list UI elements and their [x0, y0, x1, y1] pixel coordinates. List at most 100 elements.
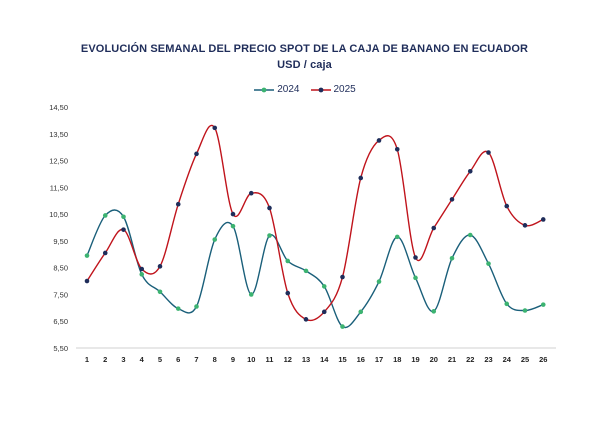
data-point-2025 — [376, 138, 382, 143]
y-tick-label: 7,50 — [53, 290, 68, 299]
chart-axes: 5,50 6,50 7,50 8,50 9,50 10,50 11,50 12,50 13,50… — [49, 103, 556, 364]
data-point-2024 — [230, 223, 236, 229]
data-point-2025 — [84, 278, 90, 284]
data-point-2024 — [431, 309, 437, 314]
data-point-2024 — [486, 261, 491, 266]
data-point-2025 — [321, 309, 327, 315]
y-tick-label: 5,50 — [53, 344, 68, 353]
data-point-2024 — [285, 258, 291, 264]
x-tick-label: 20 — [430, 355, 438, 364]
chart-subtitle: USD / caja — [277, 59, 332, 71]
x-tick-label: 25 — [521, 355, 529, 364]
data-point-2025 — [467, 168, 473, 174]
data-point-2024 — [84, 253, 90, 258]
x-tick-label: 13 — [302, 355, 310, 364]
legend-marker-2024 — [254, 87, 275, 92]
legend-label-2024: 2024 — [277, 84, 300, 95]
data-point-2025 — [358, 175, 364, 181]
data-point-2024 — [321, 284, 327, 289]
legend-label-2025: 2025 — [333, 84, 356, 95]
data-point-2024 — [157, 289, 163, 295]
data-point-2024 — [467, 232, 473, 238]
x-tick-label: 7 — [194, 355, 198, 364]
data-point-2024 — [212, 237, 218, 242]
data-point-2025 — [431, 225, 437, 231]
data-point-2024 — [504, 301, 510, 307]
data-point-2025 — [121, 227, 126, 232]
y-tick-label: 6,50 — [53, 317, 68, 326]
series-2024 — [84, 209, 546, 329]
data-point-2024 — [267, 233, 272, 238]
y-tick-label: 8,50 — [53, 264, 68, 273]
data-point-2025 — [157, 264, 163, 269]
legend-item-2024: 2024 — [253, 84, 300, 95]
data-point-2024 — [522, 308, 528, 313]
data-point-2024 — [413, 275, 418, 281]
data-point-2024 — [394, 234, 400, 240]
data-point-2025 — [248, 190, 254, 196]
data-point-2024 — [121, 214, 126, 220]
data-point-2025 — [285, 290, 291, 296]
data-point-2024 — [139, 272, 145, 277]
data-point-2025 — [394, 147, 400, 152]
series-2025 — [84, 124, 546, 322]
x-tick-label: 6 — [176, 355, 180, 364]
data-point-2025 — [212, 125, 218, 131]
data-point-2024 — [449, 255, 455, 261]
y-tick-label: 9,50 — [53, 237, 68, 246]
legend-marker-2025 — [310, 87, 331, 92]
x-tick-label: 5 — [158, 355, 162, 364]
x-tick-label: 14 — [320, 355, 329, 364]
data-point-2024 — [303, 268, 309, 274]
x-tick-label: 19 — [411, 355, 419, 364]
data-point-2024 — [376, 279, 382, 284]
x-tick-label: 4 — [140, 355, 145, 364]
data-point-2025 — [540, 217, 546, 222]
x-tick-label: 10 — [247, 355, 255, 364]
data-point-2025 — [486, 150, 491, 155]
data-point-2025 — [413, 255, 418, 260]
data-point-2024 — [340, 324, 345, 329]
series-line-2025 — [86, 124, 544, 322]
x-tick-label: 18 — [393, 355, 401, 364]
x-tick-label: 23 — [484, 355, 492, 364]
data-point-2025 — [504, 203, 510, 209]
data-point-2024 — [194, 304, 199, 309]
data-point-2025 — [303, 317, 309, 322]
x-tick-label: 3 — [121, 355, 125, 364]
x-tick-label: 12 — [284, 355, 292, 364]
y-tick-label: 11,50 — [50, 183, 68, 192]
data-point-2025 — [449, 197, 455, 202]
data-point-2025 — [139, 266, 145, 272]
chart-title: EVOLUCIÓN SEMANAL DEL PRECIO SPOT DE LA … — [80, 43, 529, 55]
x-tick-label: 15 — [338, 355, 346, 364]
y-tick-label: 10,50 — [49, 210, 68, 219]
data-point-2024 — [248, 292, 254, 297]
data-point-2025 — [194, 151, 199, 157]
x-tick-label: 22 — [466, 355, 474, 364]
x-tick-label: 26 — [539, 355, 547, 364]
x-tick-label: 21 — [448, 355, 456, 364]
x-tick-label: 24 — [503, 355, 512, 364]
x-tick-label: 1 — [85, 355, 89, 364]
x-tick-label: 16 — [357, 355, 365, 364]
data-point-2025 — [230, 211, 236, 217]
x-tick-label: 17 — [375, 355, 383, 364]
data-point-2025 — [175, 201, 181, 207]
y-tick-label: 12,50 — [49, 157, 68, 166]
data-point-2025 — [340, 274, 345, 280]
series-line-2024 — [86, 209, 544, 329]
y-tick-label: 13,50 — [49, 130, 68, 139]
x-tick-label: 2 — [103, 355, 107, 364]
data-point-2025 — [102, 250, 108, 256]
data-point-2025 — [522, 223, 528, 228]
y-tick-label: 14,50 — [49, 103, 68, 112]
legend-item-2025: 2025 — [310, 84, 356, 95]
data-point-2024 — [540, 302, 546, 307]
chart-series — [84, 124, 546, 329]
x-tick-label: 9 — [231, 355, 235, 364]
x-tick-label: 8 — [213, 355, 217, 364]
data-point-2024 — [358, 309, 364, 315]
data-point-2025 — [267, 205, 272, 211]
